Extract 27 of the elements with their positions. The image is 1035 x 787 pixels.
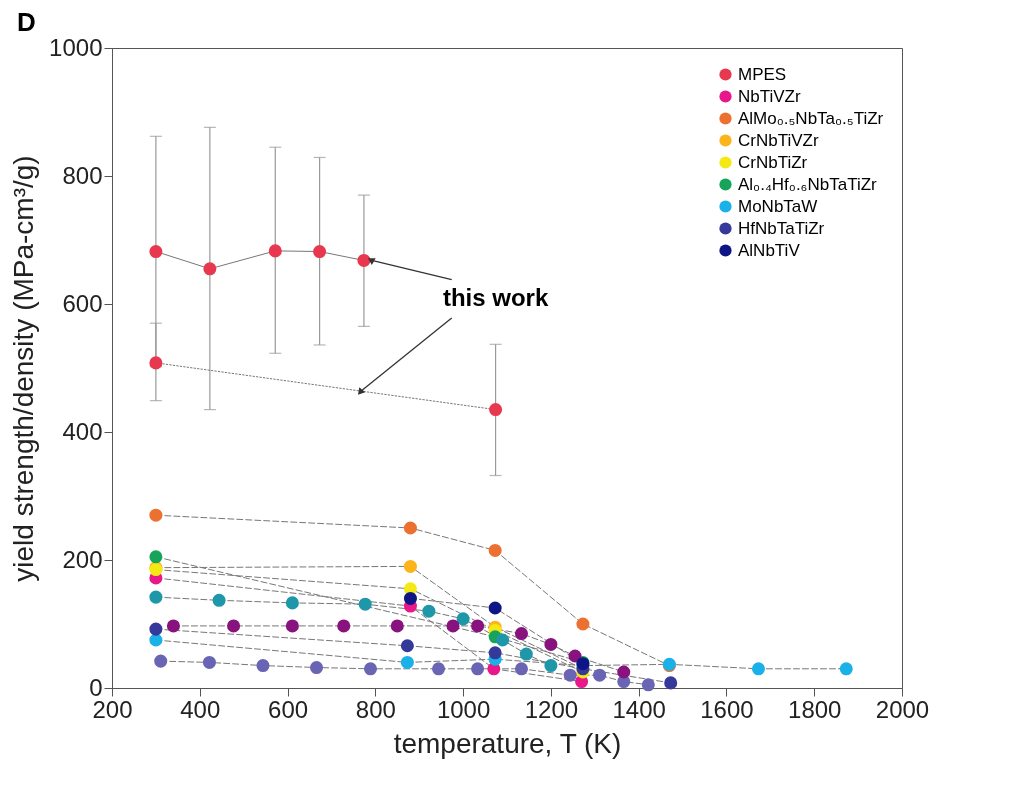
legend-label: CrNbTiZr	[738, 152, 808, 172]
legend-label: CrNbTiVZr	[738, 130, 819, 150]
legend-label: MoNbTaW	[738, 196, 818, 216]
x-tick-label: 1600	[700, 695, 754, 723]
legend-label: HfNbTaTiZr	[738, 218, 825, 238]
y-axis-title: yield strength/density (MPa-cm³/g)	[8, 155, 40, 582]
y-tick-label: 800	[62, 161, 103, 189]
x-tick-label: 2000	[875, 695, 930, 723]
y-tick-label: 200	[62, 545, 103, 573]
x-tick-label: 800	[355, 695, 396, 723]
x-tick-label: 600	[268, 695, 309, 723]
legend-label: AlMo₀.₅NbTa₀.₅TiZr	[738, 108, 884, 128]
legend-label: NbTiVZr	[738, 86, 801, 106]
x-tick-label: 1000	[436, 695, 491, 723]
chart-title: D	[17, 7, 36, 37]
y-tick-label: 600	[62, 289, 103, 317]
x-tick-label: 400	[180, 695, 221, 723]
x-tick-label: 1400	[612, 695, 666, 723]
legend-label: AlNbTiV	[738, 240, 801, 260]
legend-label: Al₀.₄Hf₀.₆NbTaTiZr	[738, 174, 878, 194]
x-tick-label: 1200	[524, 695, 579, 723]
y-tick-label: 400	[62, 417, 103, 445]
legend-label: MPES	[738, 64, 787, 84]
annotation: this work	[442, 283, 549, 311]
y-tick-label: 1000	[49, 33, 103, 61]
x-tick-label: 1800	[788, 695, 842, 723]
x-axis-title: temperature, T (K)	[393, 727, 622, 759]
